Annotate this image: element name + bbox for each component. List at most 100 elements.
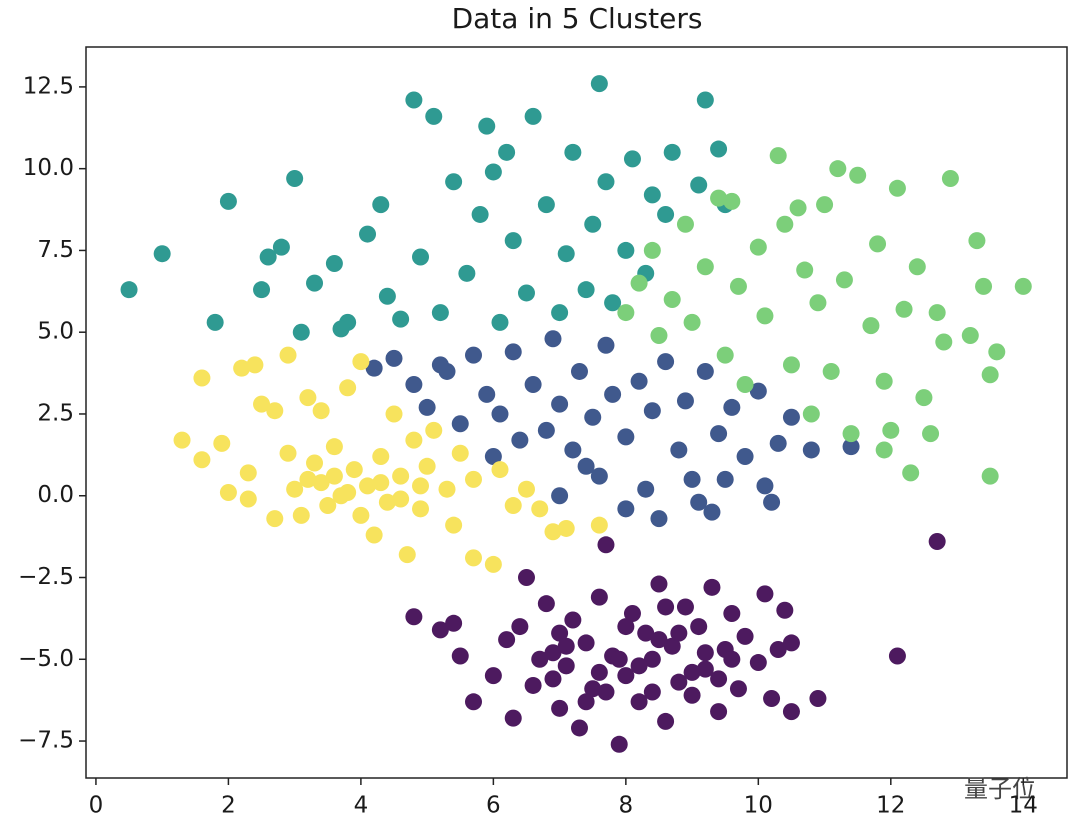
scatter-point <box>1014 277 1032 295</box>
scatter-point <box>961 326 979 344</box>
scatter-point <box>551 395 569 413</box>
y-tick-label: 0.0 <box>37 482 74 508</box>
scatter-point <box>643 186 661 204</box>
scatter-point <box>623 604 641 622</box>
scatter-point <box>749 382 767 400</box>
scatter-point <box>802 405 820 423</box>
scatter-point <box>796 261 814 279</box>
scatter-point <box>425 421 443 439</box>
scatter-point <box>511 618 529 636</box>
scatter-point <box>729 277 747 295</box>
scatter-point <box>690 618 708 636</box>
scatter-point <box>531 650 549 668</box>
scatter-point <box>570 362 588 380</box>
scatter-point <box>484 447 502 465</box>
scatter-point <box>239 490 257 508</box>
scatter-point <box>756 307 774 325</box>
scatter-point <box>849 166 867 184</box>
y-tick-label: 10.0 <box>23 155 74 181</box>
scatter-point <box>763 690 781 708</box>
scatter-point <box>352 506 370 524</box>
scatter-point <box>153 245 171 263</box>
scatter-point <box>902 464 920 482</box>
scatter-point <box>637 480 655 498</box>
scatter-point <box>723 192 741 210</box>
scatter-point <box>504 232 522 250</box>
scatter-point <box>219 192 237 210</box>
scatter-point <box>557 637 575 655</box>
scatter-point <box>816 196 834 214</box>
scatter-point <box>306 454 324 472</box>
scatter-point <box>690 493 708 511</box>
scatter-point <box>378 287 396 305</box>
scatter-point <box>590 663 608 681</box>
scatter-point <box>219 483 237 501</box>
scatter-point <box>670 441 688 459</box>
scatter-point <box>776 215 794 233</box>
scatter-point <box>617 428 635 446</box>
scatter-point <box>663 143 681 161</box>
scatter-point <box>319 497 337 515</box>
scatter-point <box>292 323 310 341</box>
chart-title: Data in 5 Clusters <box>452 2 703 35</box>
scatter-point <box>604 294 622 312</box>
scatter-point <box>405 91 423 109</box>
scatter-point <box>325 255 343 273</box>
x-tick-label: 12 <box>876 793 905 819</box>
x-tick-label: 6 <box>486 793 501 819</box>
scatter-point <box>690 176 708 194</box>
scatter-point <box>676 215 694 233</box>
scatter-point <box>683 663 701 681</box>
scatter-point <box>266 402 284 420</box>
scatter-point <box>524 107 542 125</box>
scatter-point <box>683 686 701 704</box>
scatter-point <box>405 376 423 394</box>
scatter-point <box>723 650 741 668</box>
scatter-point <box>723 398 741 416</box>
scatter-point <box>928 533 946 551</box>
x-tick-label: 2 <box>221 793 236 819</box>
scatter-point <box>597 536 615 554</box>
scatter-point <box>597 173 615 191</box>
scatter-point <box>835 271 853 289</box>
scatter-point <box>418 457 436 475</box>
scatter-point <box>359 477 377 495</box>
scatter-point <box>941 169 959 187</box>
scatter-point <box>398 546 416 564</box>
scatter-point <box>756 585 774 603</box>
scatter-point <box>445 516 463 534</box>
scatter-point <box>517 569 535 587</box>
scatter-point <box>537 421 555 439</box>
scatter-point <box>842 425 860 443</box>
scatter-point <box>544 644 562 662</box>
scatter-point <box>239 464 257 482</box>
scatter-point <box>590 75 608 93</box>
scatter-point <box>504 709 522 727</box>
scatter-point <box>822 362 840 380</box>
scatter-point <box>484 555 502 573</box>
y-tick-label: 5.0 <box>37 319 74 345</box>
scatter-point <box>551 487 569 505</box>
x-tick-label: 10 <box>744 793 773 819</box>
scatter-point <box>657 598 675 616</box>
scatter-point <box>710 425 728 443</box>
scatter-point <box>663 290 681 308</box>
scatter-point <box>272 238 290 256</box>
scatter-point <box>696 91 714 109</box>
scatter-point <box>484 163 502 181</box>
scatter-point <box>590 588 608 606</box>
scatter-point <box>544 330 562 348</box>
scatter-point <box>570 719 588 737</box>
scatter-point <box>312 474 330 492</box>
scatter-point <box>610 650 628 668</box>
scatter-point <box>729 680 747 698</box>
scatter-point <box>895 300 913 318</box>
scatter-point <box>782 408 800 426</box>
scatter-point <box>372 447 390 465</box>
scatter-point <box>392 310 410 328</box>
x-tick-label: 8 <box>619 793 634 819</box>
scatter-point <box>564 611 582 629</box>
scatter-point <box>716 346 734 364</box>
scatter-point <box>577 457 595 475</box>
scatter-point <box>173 431 191 449</box>
